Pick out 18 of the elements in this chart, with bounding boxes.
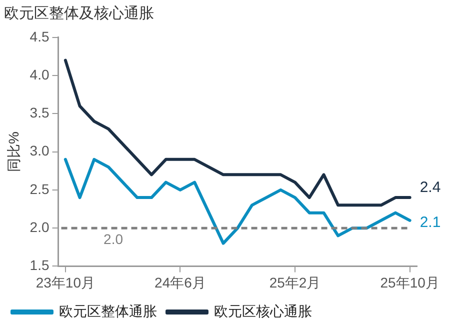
y-tick-label: 3.0 [30, 142, 50, 159]
y-tick-label: 1.5 [30, 257, 50, 274]
x-tick-label: 24年6月 [154, 274, 206, 290]
data-label: 2.4 [420, 179, 441, 196]
data-label: 2.1 [420, 214, 441, 232]
chart-title: 欧元区整体及核心通胀 [4, 4, 154, 23]
y-tick-label: 3.5 [30, 104, 50, 121]
y-axis-title: 同比% [5, 132, 22, 172]
ref-line-label: 2.0 [104, 230, 124, 247]
y-tick-label: 4.5 [30, 28, 50, 44]
x-tick-label: 23年10月 [36, 274, 96, 290]
y-tick-label: 4.0 [30, 66, 50, 82]
x-tick-label: 25年10月 [380, 274, 440, 290]
y-tick-label: 2.0 [30, 218, 50, 235]
y-tick-label: 2.5 [30, 180, 50, 197]
x-tick-label: 25年2月 [269, 274, 321, 290]
legend-label: 欧元区核心通胀 [214, 302, 312, 319]
legend-label: 欧元区整体通胀 [59, 302, 157, 319]
